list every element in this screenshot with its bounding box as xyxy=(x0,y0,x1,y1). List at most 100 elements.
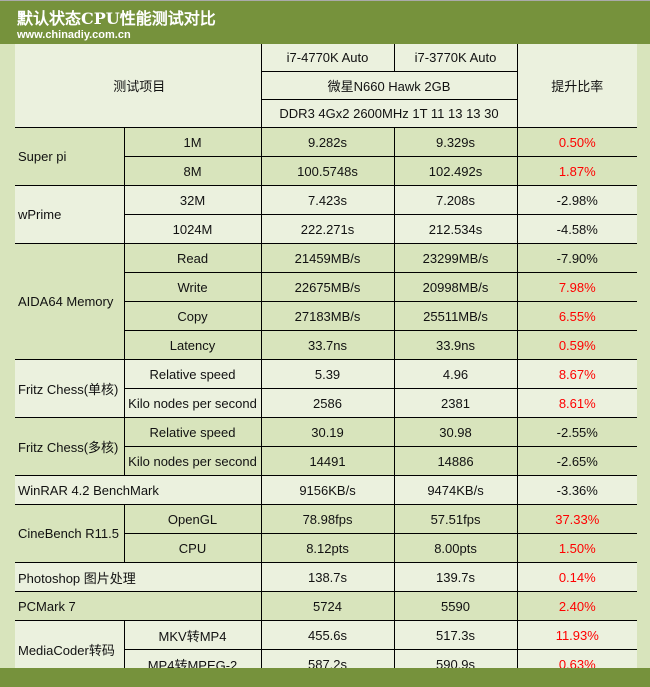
cpu-a-value: 22675MB/s xyxy=(260,272,395,302)
table-row: Copy 27183MB/s 25511MB/s 6.55% xyxy=(15,301,638,331)
test-name: AIDA64 Memory xyxy=(15,243,125,360)
cpu-b-value: 5590 xyxy=(393,591,518,621)
test-name: CineBench R11.5 xyxy=(15,504,125,563)
cpu-a-value: 222.271s xyxy=(260,214,395,244)
test-name: Super pi xyxy=(15,127,125,186)
header-cpu-b: i7-3770K Auto xyxy=(393,44,518,72)
ratio-value: -2.98% xyxy=(516,185,638,215)
header-memory: DDR3 4Gx2 2600MHz 1T 11 13 13 30 xyxy=(260,99,518,128)
cpu-b-value: 23299MB/s xyxy=(393,243,518,273)
subtest-name: 1M xyxy=(123,127,262,157)
ratio-value: 11.93% xyxy=(516,620,638,650)
ratio-value: 8.67% xyxy=(516,359,638,389)
cpu-a-value: 30.19 xyxy=(260,417,395,447)
subtest-name: Kilo nodes per second xyxy=(123,388,262,418)
cpu-a-value: 9.282s xyxy=(260,127,395,157)
subtest-name: Latency xyxy=(123,330,262,360)
cpu-a-value: 5724 xyxy=(260,591,395,621)
cpu-b-value: 33.9ns xyxy=(393,330,518,360)
header-banner: 默认状态CPU性能测试对比 www.chinadiy.com.cn xyxy=(0,0,650,44)
table-row: AIDA64 Memory Read 21459MB/s 23299MB/s -7.90… xyxy=(15,243,638,360)
test-name: Fritz Chess(多核) xyxy=(15,417,125,476)
header-cpu-a: i7-4770K Auto xyxy=(260,44,395,72)
cpu-b-value: 14886 xyxy=(393,446,518,476)
subtest-name: 8M xyxy=(123,156,262,186)
subtest-name: Relative speed xyxy=(123,417,262,447)
test-name: wPrime xyxy=(15,185,125,244)
cpu-a-value: 33.7ns xyxy=(260,330,395,360)
cpu-a-value: 8.12pts xyxy=(260,533,395,563)
table-row: Latency 33.7ns 33.9ns 0.59% xyxy=(15,330,638,360)
ratio-value: -2.55% xyxy=(516,417,638,447)
subtest-name: Read xyxy=(123,243,262,273)
cpu-a-value: 21459MB/s xyxy=(260,243,395,273)
test-name: Fritz Chess(单核) xyxy=(15,359,125,418)
table-row: MediaCoder转码 MKV转MP4 455.6s 517.3s 11.93% xyxy=(15,620,638,679)
cpu-a-value: 9156KB/s xyxy=(260,475,395,505)
subtest-name: MKV转MP4 xyxy=(123,620,262,650)
cpu-b-value: 25511MB/s xyxy=(393,301,518,331)
ratio-value: 0.59% xyxy=(516,330,638,360)
table-row: 1024M 222.271s 212.534s -4.58% xyxy=(15,214,638,244)
ratio-value: 1.50% xyxy=(516,533,638,563)
subtest-name: 32M xyxy=(123,185,262,215)
cpu-a-value: 138.7s xyxy=(260,562,395,592)
cpu-a-value: 5.39 xyxy=(260,359,395,389)
cpu-b-value: 517.3s xyxy=(393,620,518,650)
ratio-value: 0.14% xyxy=(516,562,638,592)
table-row: CPU 8.12pts 8.00pts 1.50% xyxy=(15,533,638,563)
site-url: www.chinadiy.com.cn xyxy=(17,29,131,41)
subtest-name: CPU xyxy=(123,533,262,563)
table-row: CineBench R11.5 OpenGL 78.98fps 57.51fps 37.… xyxy=(15,504,638,563)
cpu-a-value: 14491 xyxy=(260,446,395,476)
ratio-value: 37.33% xyxy=(516,504,638,534)
cpu-b-value: 9474KB/s xyxy=(393,475,518,505)
ratio-value: 6.55% xyxy=(516,301,638,331)
subtest-name: Kilo nodes per second xyxy=(123,446,262,476)
left-margin xyxy=(0,44,15,668)
cpu-b-value: 8.00pts xyxy=(393,533,518,563)
cpu-a-value: 7.423s xyxy=(260,185,395,215)
table-row: Kilo nodes per second 14491 14886 -2.65% xyxy=(15,446,638,476)
table-row: Fritz Chess(单核) Relative speed 5.39 4.96 8.6… xyxy=(15,359,638,418)
cpu-a-value: 78.98fps xyxy=(260,504,395,534)
subtest-name: Write xyxy=(123,272,262,302)
table-row: Fritz Chess(多核) Relative speed 30.19 30.98-… xyxy=(15,417,638,476)
table-row: Photoshop 图片处理 138.7s 139.7s 0.14% xyxy=(15,562,638,592)
table-row: PCMark 7 5724 5590 2.40% xyxy=(15,591,638,621)
ratio-value: -3.36% xyxy=(516,475,638,505)
table-row: Write 22675MB/s 20998MB/s 7.98% xyxy=(15,272,638,302)
ratio-value: 7.98% xyxy=(516,272,638,302)
subtest-name: Relative speed xyxy=(123,359,262,389)
cpu-b-value: 139.7s xyxy=(393,562,518,592)
cpu-a-value: 27183MB/s xyxy=(260,301,395,331)
ratio-value: -2.65% xyxy=(516,446,638,476)
ratio-value: -7.90% xyxy=(516,243,638,273)
right-margin xyxy=(637,44,650,668)
cpu-a-value: 100.5748s xyxy=(260,156,395,186)
cpu-b-value: 9.329s xyxy=(393,127,518,157)
ratio-value: -4.58% xyxy=(516,214,638,244)
cpu-b-value: 212.534s xyxy=(393,214,518,244)
ratio-value: 1.87% xyxy=(516,156,638,186)
table-row: 8M 100.5748s 102.492s 1.87% xyxy=(15,156,638,186)
test-name: PCMark 7 xyxy=(15,591,262,621)
test-name: Photoshop 图片处理 xyxy=(15,562,262,592)
footer-bar xyxy=(0,668,650,687)
ratio-value: 8.61% xyxy=(516,388,638,418)
cpu-b-value: 30.98 xyxy=(393,417,518,447)
page-title: 默认状态CPU性能测试对比 xyxy=(17,9,216,28)
cpu-b-value: 102.492s xyxy=(393,156,518,186)
cpu-a-value: 2586 xyxy=(260,388,395,418)
header-ratio: 提升比率 xyxy=(516,44,638,128)
subtest-name: Copy xyxy=(123,301,262,331)
table-row: Super pi 1M 9.282s 9.329s 0.50% xyxy=(15,127,638,186)
cpu-b-value: 2381 xyxy=(393,388,518,418)
subtest-name: OpenGL xyxy=(123,504,262,534)
header-gpu: 微星N660 Hawk 2GB xyxy=(260,71,518,100)
test-name: WinRAR 4.2 BenchMark xyxy=(15,475,262,505)
table-row: Kilo nodes per second 2586 2381 8.61% xyxy=(15,388,638,418)
table-row: wPrime 32M 7.423s 7.208s -2.98% xyxy=(15,185,638,244)
header-test-item: 测试项目 xyxy=(15,44,262,128)
ratio-value: 2.40% xyxy=(516,591,638,621)
